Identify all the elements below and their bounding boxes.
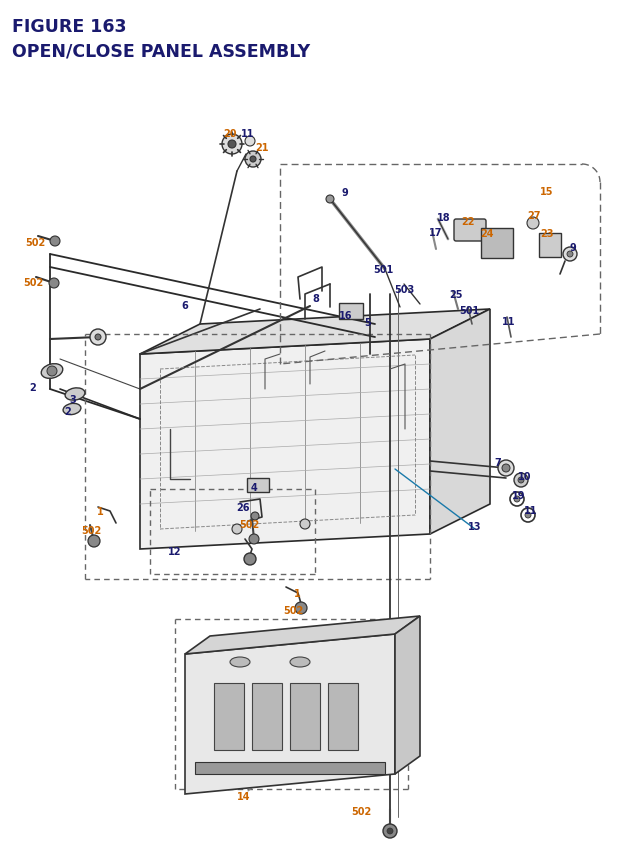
- Text: 13: 13: [468, 522, 482, 531]
- Circle shape: [300, 519, 310, 530]
- Text: 502: 502: [351, 806, 371, 816]
- Text: 27: 27: [527, 211, 541, 220]
- Text: 16: 16: [339, 311, 353, 320]
- Text: 7: 7: [495, 457, 501, 468]
- Ellipse shape: [290, 657, 310, 667]
- Text: 9: 9: [570, 243, 577, 253]
- Circle shape: [514, 474, 528, 487]
- Polygon shape: [140, 339, 430, 549]
- FancyBboxPatch shape: [328, 684, 358, 750]
- Text: 24: 24: [480, 229, 493, 238]
- Circle shape: [563, 248, 577, 262]
- Circle shape: [387, 828, 393, 834]
- Circle shape: [88, 536, 100, 548]
- Text: 9: 9: [342, 188, 348, 198]
- Text: 17: 17: [429, 228, 443, 238]
- Text: 18: 18: [437, 213, 451, 223]
- Polygon shape: [430, 310, 490, 535]
- FancyBboxPatch shape: [252, 684, 282, 750]
- Text: 11: 11: [524, 505, 538, 516]
- Ellipse shape: [65, 388, 85, 400]
- FancyBboxPatch shape: [214, 684, 244, 750]
- Text: 8: 8: [312, 294, 319, 304]
- Ellipse shape: [63, 404, 81, 415]
- Text: 11: 11: [502, 317, 516, 326]
- Circle shape: [245, 137, 255, 147]
- Circle shape: [228, 141, 236, 149]
- Circle shape: [502, 464, 510, 473]
- Ellipse shape: [230, 657, 250, 667]
- Text: FIGURE 163: FIGURE 163: [12, 18, 127, 36]
- Text: 1: 1: [294, 588, 300, 598]
- Circle shape: [250, 157, 256, 163]
- Polygon shape: [140, 310, 490, 355]
- Text: 5: 5: [365, 318, 371, 328]
- Polygon shape: [185, 616, 420, 654]
- Circle shape: [50, 237, 60, 247]
- Text: 19: 19: [512, 491, 525, 500]
- Text: 22: 22: [461, 217, 475, 226]
- FancyBboxPatch shape: [339, 304, 363, 319]
- Circle shape: [567, 251, 573, 257]
- Circle shape: [295, 603, 307, 614]
- Text: 501: 501: [459, 306, 479, 316]
- Text: 10: 10: [518, 472, 532, 481]
- Circle shape: [251, 512, 259, 520]
- Circle shape: [514, 497, 520, 503]
- Text: 3: 3: [70, 394, 76, 405]
- Text: 21: 21: [255, 143, 269, 152]
- Text: 503: 503: [394, 285, 414, 294]
- Text: OPEN/CLOSE PANEL ASSEMBLY: OPEN/CLOSE PANEL ASSEMBLY: [12, 42, 310, 60]
- Text: 2: 2: [29, 382, 36, 393]
- FancyBboxPatch shape: [247, 479, 269, 492]
- FancyBboxPatch shape: [539, 233, 561, 257]
- Text: 25: 25: [449, 289, 463, 300]
- Circle shape: [222, 135, 242, 155]
- Text: 1: 1: [97, 506, 104, 517]
- Text: 15: 15: [540, 187, 554, 197]
- Text: 12: 12: [168, 547, 182, 556]
- Circle shape: [326, 195, 334, 204]
- Bar: [195, 762, 385, 774]
- Polygon shape: [395, 616, 420, 774]
- Text: 26: 26: [236, 503, 250, 512]
- Circle shape: [527, 218, 539, 230]
- Circle shape: [249, 535, 259, 544]
- Circle shape: [49, 279, 59, 288]
- Text: 23: 23: [540, 229, 554, 238]
- Text: 2: 2: [65, 406, 72, 417]
- Text: 502: 502: [23, 278, 43, 288]
- Circle shape: [47, 367, 57, 376]
- Text: 501: 501: [373, 264, 393, 275]
- FancyBboxPatch shape: [481, 229, 513, 258]
- Circle shape: [95, 335, 101, 341]
- Circle shape: [525, 512, 531, 518]
- Circle shape: [383, 824, 397, 838]
- Text: 6: 6: [182, 300, 188, 311]
- FancyBboxPatch shape: [290, 684, 320, 750]
- Circle shape: [232, 524, 242, 535]
- Circle shape: [244, 554, 256, 566]
- Polygon shape: [185, 635, 395, 794]
- Circle shape: [498, 461, 514, 476]
- Circle shape: [518, 478, 524, 483]
- Text: 11: 11: [241, 129, 255, 139]
- Text: 20: 20: [223, 129, 237, 139]
- Circle shape: [245, 152, 261, 168]
- Text: 14: 14: [237, 791, 251, 801]
- Circle shape: [90, 330, 106, 345]
- Text: 4: 4: [251, 482, 257, 492]
- Text: 502: 502: [81, 525, 101, 536]
- Text: 502: 502: [25, 238, 45, 248]
- Text: 502: 502: [239, 519, 259, 530]
- Ellipse shape: [41, 364, 63, 379]
- FancyBboxPatch shape: [454, 220, 486, 242]
- Text: 502: 502: [283, 605, 303, 616]
